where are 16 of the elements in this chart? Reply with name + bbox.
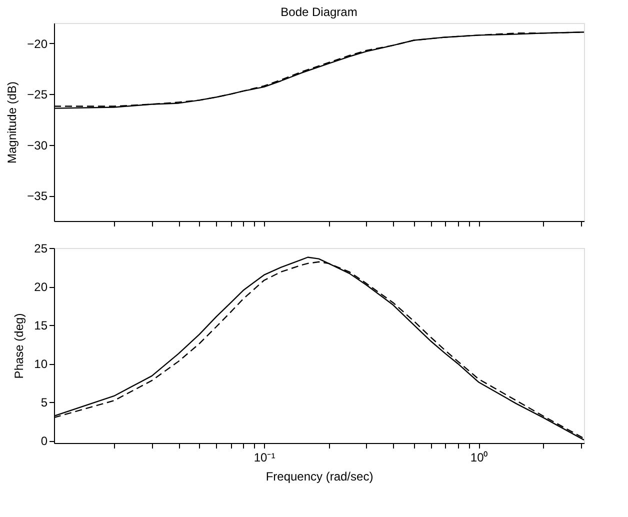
x-tick-label: 10⁰ bbox=[470, 450, 488, 464]
x-tick-label: 10⁻¹ bbox=[254, 450, 276, 464]
y-tick-label: 5 bbox=[40, 396, 48, 410]
y-tick-label: 0 bbox=[40, 434, 48, 448]
chart-title: Bode Diagram bbox=[280, 5, 358, 19]
y-tick-label: −20 bbox=[27, 36, 48, 51]
y-axis-title: Phase (deg) bbox=[12, 313, 26, 379]
y-tick-label: 15 bbox=[34, 318, 48, 333]
y-tick-label: 20 bbox=[34, 280, 48, 294]
y-tick-label: 10 bbox=[34, 357, 48, 372]
y-tick-label: −35 bbox=[27, 189, 48, 204]
y-tick-label: −30 bbox=[27, 138, 48, 152]
y-tick-label: −25 bbox=[27, 88, 48, 102]
x-axis-title: Frequency (rad/sec) bbox=[266, 470, 374, 484]
y-axis-title: Magnitude (dB) bbox=[5, 81, 20, 164]
y-tick-label: 25 bbox=[34, 242, 48, 256]
